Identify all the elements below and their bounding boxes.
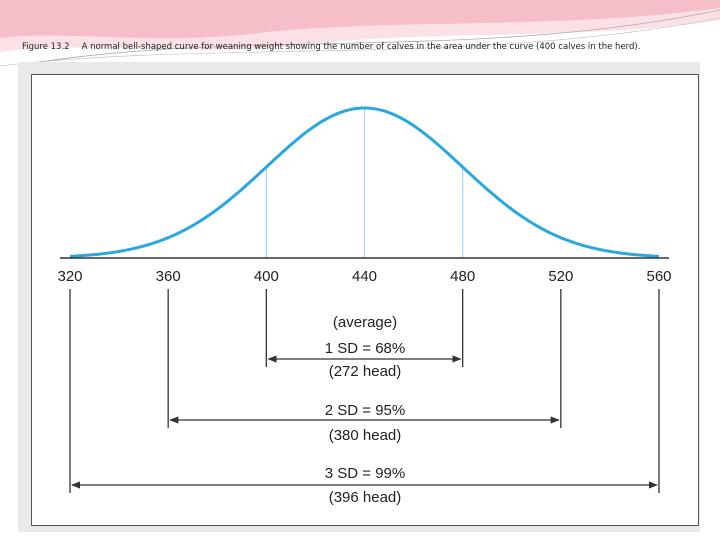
- header-decoration: [0, 0, 720, 67]
- sd3-label: 3 SD = 99%: [325, 465, 405, 482]
- sd1-count-label: (272 head): [329, 363, 402, 380]
- x-tick-label-560: 560: [646, 268, 671, 285]
- x-tick-label-480: 480: [450, 268, 475, 285]
- figure-caption: Figure 13.2 A normal bell-shaped curve fo…: [22, 42, 712, 52]
- x-tick-label-360: 360: [156, 268, 181, 285]
- bell-curve: [69, 106, 660, 258]
- x-tick-label-440: 440: [352, 268, 377, 285]
- figure-label: Figure 13.2: [22, 42, 70, 52]
- x-tick-label-400: 400: [254, 268, 279, 285]
- average-label: (average): [333, 314, 397, 331]
- sd3-count-label: (396 head): [329, 489, 402, 506]
- sd2-label: 2 SD = 95%: [325, 402, 405, 419]
- caption-text: A normal bell-shaped curve for weaning w…: [81, 42, 641, 52]
- x-tick-label-520: 520: [548, 268, 573, 285]
- sd1-label: 1 SD = 68%: [325, 340, 405, 357]
- bell-curve-chart: 320 360 400 440 480 520 560 (average) 1 SD = 6…: [57, 106, 672, 506]
- x-tick-label-320: 320: [57, 268, 82, 285]
- sd2-count-label: (380 head): [329, 427, 402, 444]
- figure-frame: 320 360 400 440 480 520 560 (average) 1 SD = 6…: [31, 74, 699, 526]
